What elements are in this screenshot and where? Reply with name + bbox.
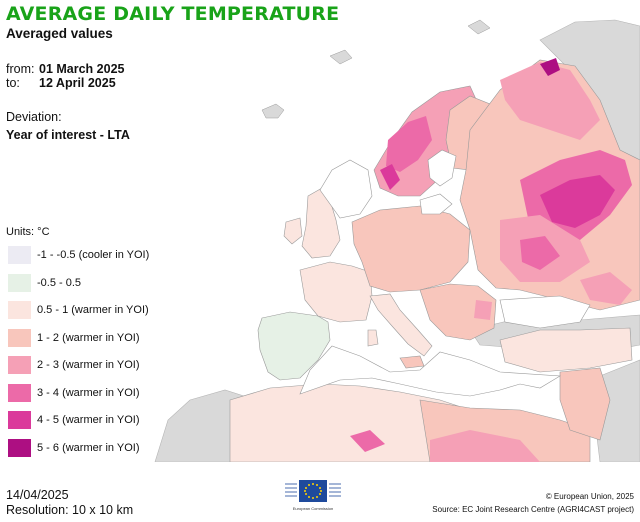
legend-label: 5 - 6 (warmer in YOI): [37, 441, 140, 454]
europe-temperature-map: [154, 19, 640, 462]
legend-label: -0.5 - 0.5: [37, 276, 82, 289]
legend-item: 4 - 5 (warmer in YOI): [6, 409, 149, 432]
legend-label: 1 - 2 (warmer in YOI): [37, 331, 140, 344]
source-text: Source: EC Joint Research Centre (AGRI4C…: [432, 505, 634, 514]
legend-swatch: [8, 328, 31, 347]
legend-swatch: [8, 411, 31, 430]
legend-swatch: [8, 273, 31, 292]
to-value: 12 April 2025: [39, 76, 116, 90]
legend-swatch: [8, 246, 31, 265]
period-from-row: from: 01 March 2025: [6, 62, 124, 76]
legend-label: 2 - 3 (warmer in YOI): [37, 359, 140, 372]
period-to-row: to: 12 April 2025: [6, 76, 124, 90]
legend-label: 4 - 5 (warmer in YOI): [37, 414, 140, 427]
legend-swatch: [8, 356, 31, 375]
legend-item: 3 - 4 (warmer in YOI): [6, 382, 149, 405]
from-value: 01 March 2025: [39, 62, 125, 76]
copyright-text: © European Union, 2025: [545, 492, 634, 501]
legend-item: 5 - 6 (warmer in YOI): [6, 437, 149, 460]
legend-item: 0.5 - 1 (warmer in YOI): [6, 299, 149, 322]
to-label: to:: [6, 76, 20, 90]
from-label: from:: [6, 62, 35, 76]
legend-item: 1 - 2 (warmer in YOI): [6, 327, 149, 350]
deviation-value: Year of interest - LTA: [6, 128, 130, 142]
european-commission-logo: European Commission: [285, 480, 341, 511]
legend-item: 2 - 3 (warmer in YOI): [6, 354, 149, 377]
legend-item: -0.5 - 0.5: [6, 272, 149, 295]
anomaly-patches: [350, 58, 632, 462]
legend-swatch: [8, 383, 31, 402]
northern-islands: [261, 19, 491, 119]
seas: [299, 149, 591, 397]
legend-item: -1 - -0.5 (cooler in YOI): [6, 244, 149, 267]
period-block: from: 01 March 2025 to: 12 April 2025: [6, 62, 124, 90]
resolution-text: Resolution: 10 x 10 km: [6, 503, 134, 517]
deviation-label: Deviation:: [6, 110, 62, 124]
legend-units: Units: °C: [6, 226, 50, 238]
legend-label: -1 - -0.5 (cooler in YOI): [37, 249, 150, 262]
logo-caption: European Commission: [293, 506, 333, 511]
map-subtitle: Averaged values: [6, 26, 113, 41]
legend-label: 3 - 4 (warmer in YOI): [37, 386, 140, 399]
map-title: AVERAGE DAILY TEMPERATURE: [6, 3, 340, 25]
legend-swatch: [8, 438, 31, 457]
legend-swatch: [8, 301, 31, 320]
issue-date: 14/04/2025: [6, 488, 69, 502]
legend-items: -1 - -0.5 (cooler in YOI) -0.5 - 0.5 0.5 -…: [6, 244, 149, 459]
legend: Units: °C -1 - -0.5 (cooler in YOI) -0.5 …: [6, 226, 149, 459]
legend-label: 0.5 - 1 (warmer in YOI): [37, 304, 149, 317]
